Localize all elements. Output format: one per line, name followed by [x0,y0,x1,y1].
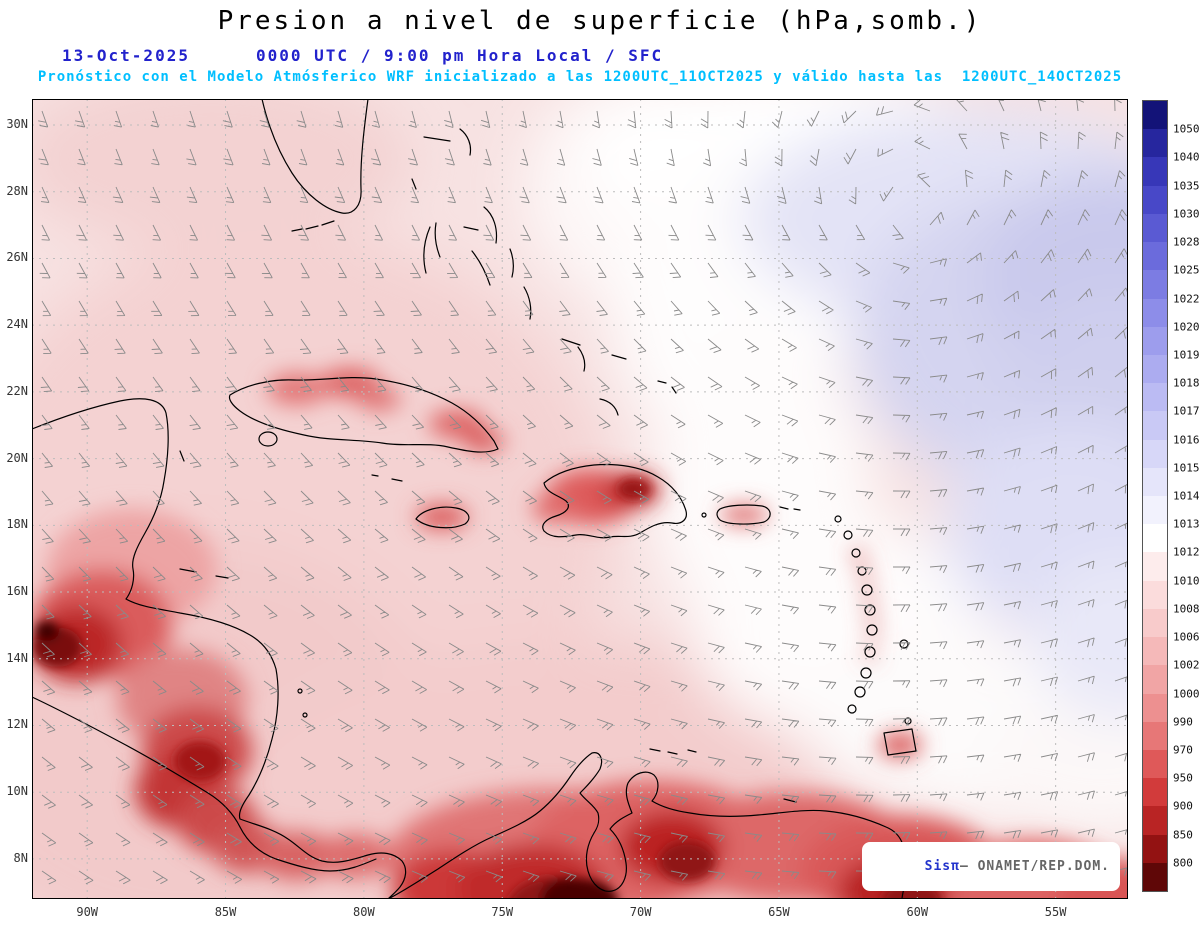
colorbar-segment [1143,185,1167,215]
lat-label-18N: 18N [6,517,28,532]
colorbar-segment [1143,778,1167,807]
latlon-grid-layer [32,99,1128,899]
colorbar-segment [1143,439,1167,469]
colorbar-value-1016: 1016 [1172,433,1200,447]
lon-label-85W: 85W [214,905,237,919]
lon-label-70W: 70W [629,905,652,919]
lat-label-26N: 26N [6,250,28,265]
colorbar-value-1015: 1015 [1172,461,1200,475]
lon-label-55W: 55W [1044,905,1067,919]
colorbar-value-1020: 1020 [1172,320,1200,334]
colorbar-segment [1143,129,1167,158]
colorbar-value-1002: 1002 [1172,658,1200,672]
colorbar-segment [1143,242,1167,271]
forecast-time: 0000 UTC / 9:00 pm Hora Local / SFC [256,46,664,65]
colorbar-segment [1143,411,1167,441]
colorbar-value-1012: 1012 [1172,545,1200,559]
colorbar-segment [1143,326,1167,356]
page-title: Presion a nivel de superficie (hPa,somb.… [217,6,983,36]
colorbar-value-970: 970 [1172,743,1194,757]
lat-label-10N: 10N [6,784,28,799]
colorbar-segment [1143,693,1167,723]
colorbar-value-1017: 1017 [1172,404,1200,418]
colorbar-segment [1143,608,1167,638]
lat-label-22N: 22N [6,383,28,398]
lat-label-16N: 16N [6,584,28,599]
colorbar-value-950: 950 [1172,771,1194,785]
lat-label-30N: 30N [6,117,28,131]
forecast-date: 13-Oct-2025 [62,46,190,65]
map-border [32,99,1128,899]
colorbar-segment [1143,552,1167,582]
colorbar-segment [1143,101,1167,130]
credit-brand: Sisπ [924,859,960,874]
wind-barbs-layer [38,99,1128,885]
colorbar-value-800: 800 [1172,856,1194,870]
lat-label-12N: 12N [6,717,28,732]
colorbar-segment [1143,749,1167,779]
colorbar-segment [1143,213,1167,243]
lat-label-14N: 14N [6,650,28,665]
credit-badge: Sisπ– ONAMET/REP.DOM. [861,842,1120,891]
pressure-colorbar: 1050 1040 1035 1030 1028 1025 1022 1020 1019 1018… [1142,100,1200,892]
colorbar-value-1010: 1010 [1172,574,1200,588]
colorbar-value-1025: 1025 [1172,263,1200,277]
lon-label-90W: 90W [76,905,99,919]
pressure-shading-layer [32,99,1128,899]
lon-label-60W: 60W [906,905,929,919]
lat-label-28N: 28N [6,183,28,198]
map-canvas: Sisπ– ONAMET/REP.DOM. [32,99,1128,899]
colorbar-segment [1143,834,1167,864]
colorbar-value-850: 850 [1172,828,1194,842]
colorbar-segment [1143,467,1167,497]
colorbar-segment [1143,270,1167,299]
colorbar-value-1006: 1006 [1172,630,1200,644]
colorbar-value-1000: 1000 [1172,687,1200,700]
credit-org: – ONAMET/REP.DOM. [959,859,1110,874]
colorbar-segment [1143,580,1167,610]
colorbar-segment [1143,157,1167,187]
colorbar-segment [1143,862,1167,892]
colorbar-value-900: 900 [1172,799,1194,813]
colorbar-segment [1143,524,1167,553]
colorbar-value-1019: 1019 [1172,348,1200,362]
colorbar-segment [1143,721,1167,751]
colorbar-value-1030: 1030 [1172,207,1200,221]
model-info-line: Pronóstico con el Modelo Atmósferico WRF… [37,69,1123,85]
colorbar-segment [1143,665,1167,694]
lon-label-75W: 75W [491,905,514,919]
colorbar-segment [1143,383,1167,412]
lon-label-65W: 65W [768,905,790,919]
colorbar-value-1013: 1013 [1172,517,1200,531]
colorbar-value-1008: 1008 [1172,602,1200,616]
colorbar-value-1018: 1018 [1172,376,1200,390]
lat-label-8N: 8N [13,850,28,865]
colorbar-segment [1143,637,1167,666]
colorbar-segment [1143,298,1167,328]
colorbar-value-990: 990 [1172,715,1194,729]
lat-label-20N: 20N [6,450,28,465]
colorbar-segment [1143,496,1167,525]
colorbar-segment [1143,354,1167,384]
colorbar-value-1040: 1040 [1172,150,1200,164]
colorbar-value-1014: 1014 [1172,489,1200,503]
colorbar-value-1028: 1028 [1172,235,1200,249]
colorbar-segment [1143,806,1167,836]
colorbar-value-1035: 1035 [1172,179,1200,193]
colorbar-value-1050: 1050 [1172,122,1200,136]
colorbar-value-1022: 1022 [1172,292,1200,305]
lon-label-80W: 80W [353,905,375,919]
coastlines-layer [32,99,917,899]
lat-label-24N: 24N [6,317,28,332]
